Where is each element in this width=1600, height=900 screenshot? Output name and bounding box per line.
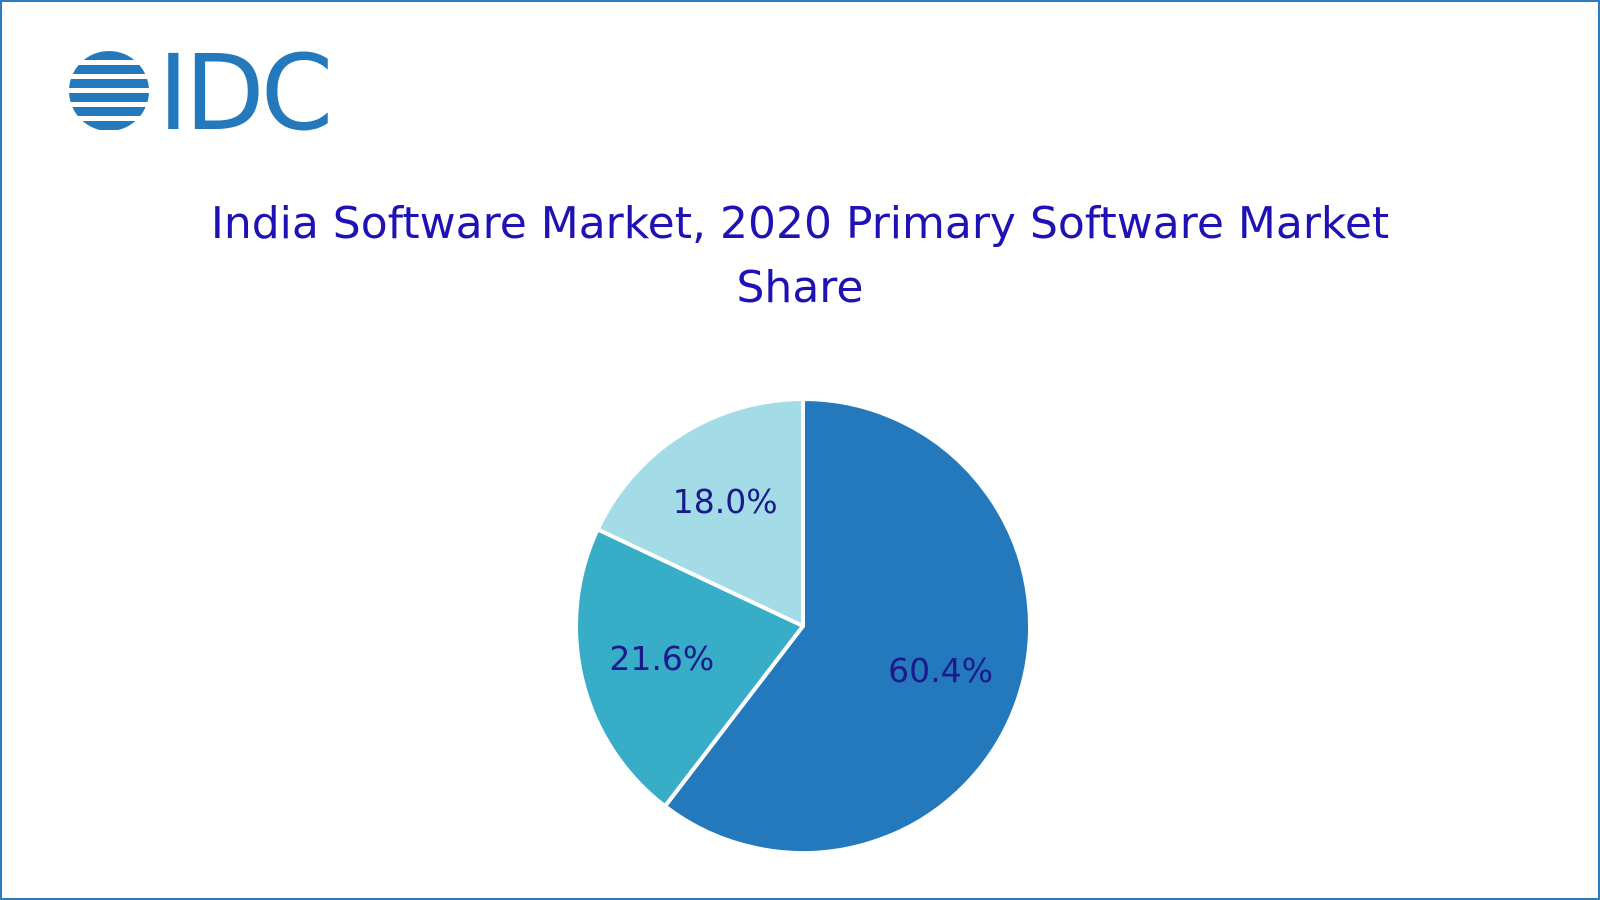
pie-slice [574,527,805,809]
pie: 60.4% 21.6% 18.0% [574,397,1032,855]
pie-slice [595,397,805,628]
value-label: 21.6% [609,639,714,678]
chart-title: India Software Market, 2020 Primary Soft… [210,198,1390,313]
pie-slice [663,397,1032,855]
logo-text: IDC [158,32,329,154]
value-label: 18.0% [673,482,778,521]
logo-mark [69,51,149,130]
value-label: 60.4% [888,651,993,690]
